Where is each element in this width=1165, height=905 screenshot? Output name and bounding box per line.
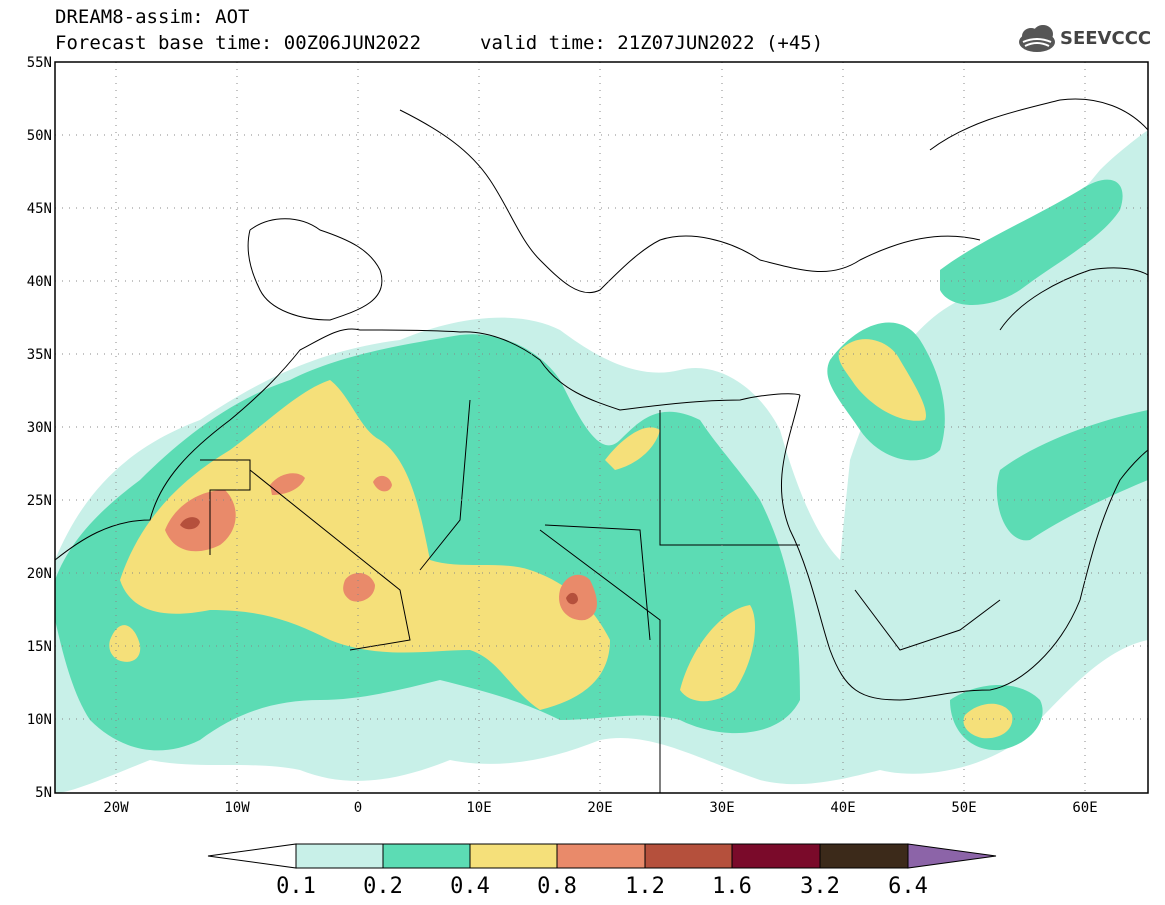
chart-title: DREAM8-assim: AOT xyxy=(55,6,250,28)
colorbar-segment xyxy=(382,843,471,869)
lon-label: 0 xyxy=(354,800,362,816)
colorbar-segment-over xyxy=(907,843,997,869)
logo-text: SEEVCCC xyxy=(1060,28,1152,49)
aot-field-0.2c xyxy=(940,179,1123,305)
colorbar-segment xyxy=(819,843,909,869)
coastlines xyxy=(55,98,1148,793)
lon-label: 20E xyxy=(587,800,612,816)
colorbar-segment-under xyxy=(207,843,297,869)
lon-label: 10E xyxy=(466,800,491,816)
cloud-icon xyxy=(1019,25,1055,52)
aot-field-0.4b xyxy=(680,605,755,702)
aot-field-0.2 xyxy=(55,334,800,751)
lat-labels: 55N 50N 45N 40N 35N 30N 25N 20N 15N 10N … xyxy=(27,55,52,801)
colorbar-label: 3.2 xyxy=(800,874,840,899)
aot-field-0.8d xyxy=(270,473,305,495)
lat-label: 10N xyxy=(27,712,52,728)
aot-field-0.4c xyxy=(838,339,926,421)
aot-field-0.8c xyxy=(343,573,375,602)
lat-label: 40N xyxy=(27,274,52,290)
colorbar-label: 0.4 xyxy=(450,874,490,899)
lat-label: 5N xyxy=(35,785,52,801)
aot-field-0.8e xyxy=(373,475,392,492)
colorbar-segment xyxy=(469,843,558,869)
colorbar-label: 6.4 xyxy=(888,874,928,899)
lat-label: 50N xyxy=(27,128,52,144)
lon-label: 30E xyxy=(709,800,734,816)
lat-label: 35N xyxy=(27,347,52,363)
aot-fields xyxy=(55,130,1148,793)
aot-field-0.8 xyxy=(165,490,236,552)
aot-field-0.4e xyxy=(109,625,141,662)
colorbar-segment xyxy=(556,843,646,869)
colorbar-label: 1.6 xyxy=(712,874,752,899)
map-frame xyxy=(54,61,1149,794)
forecast-base-time: Forecast base time: 00Z06JUN2022 xyxy=(55,32,422,54)
colorbar-segment xyxy=(644,843,733,869)
colorbar-labels: 0.1 0.2 0.4 0.8 1.2 1.6 3.2 6.4 xyxy=(276,874,928,899)
colorbar-label: 0.1 xyxy=(276,874,316,899)
lon-label: 50E xyxy=(951,800,976,816)
lon-label: 10W xyxy=(224,800,250,816)
aot-field-0.4d xyxy=(963,703,1013,739)
lon-labels: 20W 10W 0 10E 20E 30E 40E 50E 60E xyxy=(103,800,1097,816)
colorbar xyxy=(207,843,997,869)
colorbar-label: 0.8 xyxy=(537,874,577,899)
aot-field-1.2 xyxy=(180,517,200,530)
aot-field-0.4f xyxy=(605,427,660,470)
lat-label: 30N xyxy=(27,420,52,436)
lon-label: 60E xyxy=(1072,800,1097,816)
colorbar-label: 1.2 xyxy=(625,874,665,899)
lat-label: 25N xyxy=(27,493,52,509)
aot-field-0.8b xyxy=(559,574,597,621)
aot-field-0.4 xyxy=(120,380,610,710)
lat-label: 45N xyxy=(27,201,52,217)
lon-label: 40E xyxy=(830,800,855,816)
lat-label: 55N xyxy=(27,55,52,71)
colorbar-segment xyxy=(295,843,384,869)
grid xyxy=(55,62,1148,793)
lat-label: 15N xyxy=(27,639,52,655)
colorbar-segment xyxy=(731,843,821,869)
aot-field-1.2b xyxy=(566,592,578,605)
aot-field-0.2d xyxy=(996,410,1148,541)
lon-label: 20W xyxy=(103,800,129,816)
valid-time: valid time: 21Z07JUN2022 (+45) xyxy=(480,32,824,54)
colorbar-label: 0.2 xyxy=(363,874,403,899)
lat-label: 20N xyxy=(27,566,52,582)
